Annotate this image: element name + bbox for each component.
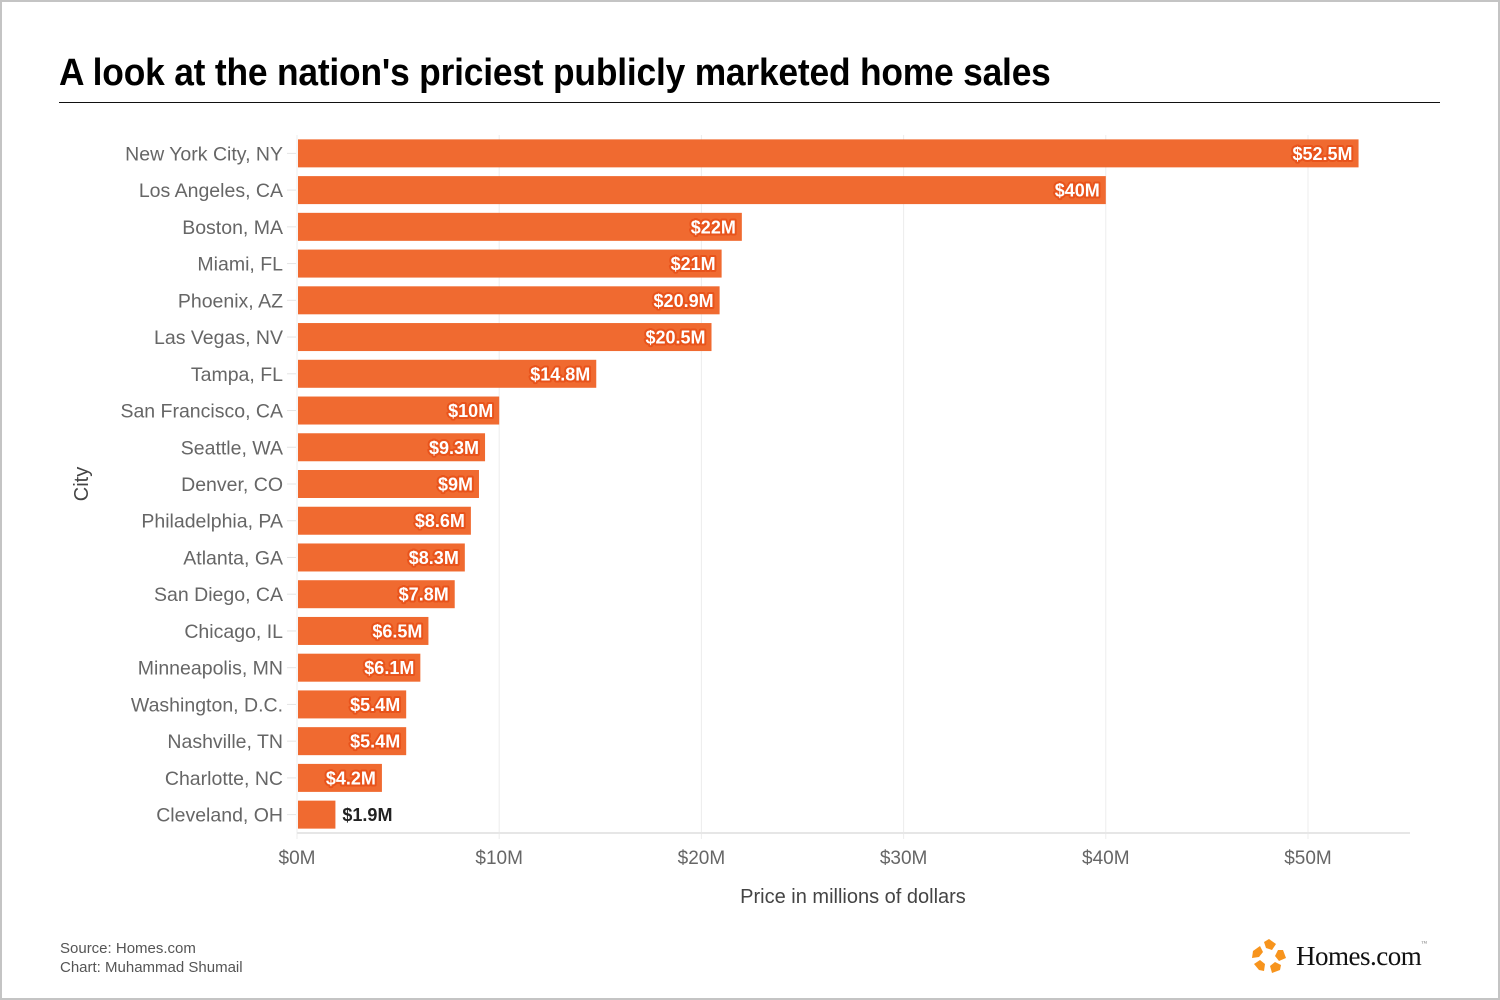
bar <box>298 139 1359 168</box>
y-tick-label: New York City, NY <box>125 143 283 165</box>
y-tick-label: Denver, CO <box>181 474 283 496</box>
y-tick-label: San Diego, CA <box>154 584 283 606</box>
y-tick-label: Phoenix, AZ <box>178 290 283 312</box>
y-tick-label: Los Angeles, CA <box>139 180 283 202</box>
data-label: $22M <box>691 217 736 237</box>
data-label: $6.5M <box>372 621 422 641</box>
y-tick-label: Tampa, FL <box>191 364 283 386</box>
bar <box>298 433 486 462</box>
y-tick-label: San Francisco, CA <box>120 401 283 423</box>
homes-com-star-logo-icon <box>1252 939 1286 973</box>
y-tick-label: Cleveland, OH <box>156 805 283 827</box>
data-label: $9.3M <box>429 438 479 458</box>
data-label: $7.8M <box>399 585 449 605</box>
y-tick-label: Minneapolis, MN <box>138 658 283 680</box>
bar <box>298 212 742 241</box>
y-tick-label: Philadelphia, PA <box>141 511 283 533</box>
bar <box>298 616 429 645</box>
data-label: $8.3M <box>409 548 459 568</box>
y-tick-label: Miami, FL <box>197 254 283 276</box>
y-tick-label: Boston, MA <box>182 217 283 239</box>
data-label: $21M <box>671 254 716 274</box>
x-axis-title: Price in millions of dollars <box>740 886 966 908</box>
data-label: $6.1M <box>364 658 414 678</box>
data-label: $8.6M <box>415 511 465 531</box>
bar <box>298 506 471 535</box>
data-label: $20.5M <box>645 328 705 348</box>
bar <box>298 763 382 792</box>
y-tick-label: Atlanta, GA <box>183 547 283 569</box>
data-label: $10M <box>448 401 493 421</box>
homes-com-logo: Homes.com™ <box>1250 937 1427 975</box>
y-tick-labels: New York City, NY Los Angeles, CA Boston, … <box>120 143 283 826</box>
y-tick-label: Washington, D.C. <box>131 694 283 716</box>
bar <box>298 690 407 719</box>
y-tick-label: Chicago, IL <box>184 621 283 643</box>
bar <box>298 249 722 278</box>
data-label: $1.9M <box>342 805 392 825</box>
x-tick-labels: $0M $10M $20M $30M $40M $50M <box>279 848 1332 869</box>
x-tick-label: $40M <box>1082 848 1130 869</box>
data-label: $9M <box>438 475 473 495</box>
y-tick-label: Seattle, WA <box>181 437 283 459</box>
bars <box>298 139 1359 829</box>
x-tick-label: $20M <box>678 848 726 869</box>
data-label: $20.9M <box>654 291 714 311</box>
bar <box>298 543 465 572</box>
title-divider <box>59 102 1440 103</box>
bar <box>298 396 500 425</box>
chart-credit: Chart: Muhammad Shumail <box>60 959 243 976</box>
data-label: $40M <box>1055 181 1100 201</box>
y-axis-title: City <box>71 467 93 501</box>
bar <box>298 470 479 498</box>
y-tick-label: Las Vegas, NV <box>154 327 283 349</box>
bar <box>298 580 455 609</box>
bar <box>298 286 720 315</box>
source-note: Source: Homes.com <box>60 940 196 957</box>
bar <box>298 323 712 352</box>
data-labels: $52.5M $40M $22M $21M $20.9M $20.5M $14.8M $10M… <box>324 142 1355 825</box>
chart-footer: Source: Homes.com Chart: Muhammad Shumai… <box>60 939 243 977</box>
data-label: $5.4M <box>350 695 400 715</box>
bar <box>298 653 421 682</box>
bar <box>298 359 597 388</box>
data-label: $4.2M <box>326 768 376 788</box>
data-label: $5.4M <box>350 732 400 752</box>
bar <box>298 176 1106 205</box>
x-tick-label: $0M <box>279 848 316 869</box>
bar <box>298 727 407 756</box>
data-label: $14.8M <box>530 364 590 384</box>
bar <box>298 800 336 829</box>
x-tick-label: $10M <box>475 848 523 869</box>
chart-title: A look at the nation's priciest publicly… <box>59 52 1051 94</box>
y-tick-label: Charlotte, NC <box>165 768 283 790</box>
logo-wordmark: Homes.com™ <box>1296 940 1427 971</box>
x-tick-label: $50M <box>1284 848 1332 869</box>
y-tick-label: Nashville, TN <box>167 731 283 753</box>
data-label: $52.5M <box>1293 144 1353 164</box>
x-tick-label: $30M <box>880 848 928 869</box>
